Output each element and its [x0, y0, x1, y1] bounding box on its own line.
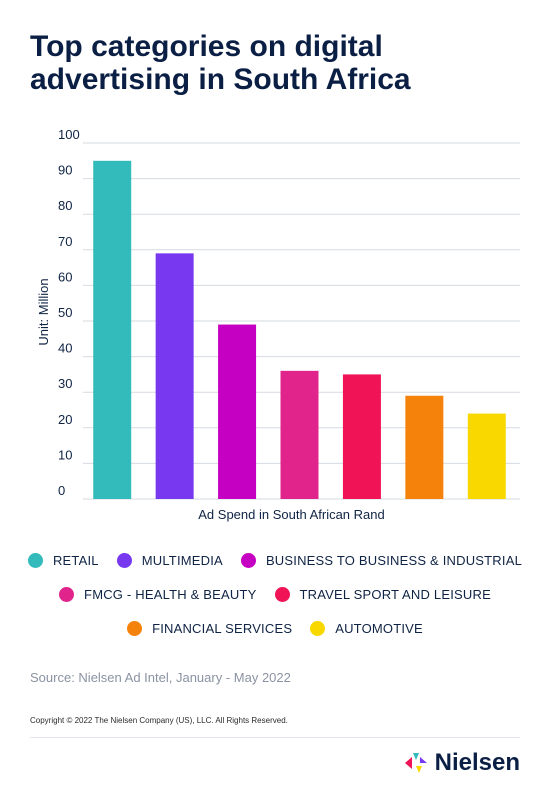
y-axis-label: Unit: Million: [36, 278, 51, 345]
y-tick-label: 10: [58, 447, 72, 462]
logo-shard-left: [404, 757, 412, 769]
bar-travel-sport-and-leisure: [342, 374, 381, 499]
legend-label: FINANCIAL SERVICES: [152, 620, 293, 636]
y-tick-label: 80: [58, 198, 72, 213]
legend-swatch: [27, 552, 43, 568]
legend-item: BUSINESS TO BUSINESS & INDUSTRIAL: [240, 552, 523, 568]
y-tick-label: 0: [58, 483, 65, 498]
bar-financial-services: [405, 395, 444, 499]
legend-swatch: [127, 620, 143, 636]
source-note: Source: Nielsen Ad Intel, January - May …: [30, 670, 291, 685]
y-tick-label: 20: [58, 412, 72, 427]
legend-swatch: [310, 620, 326, 636]
logo-shard-top: [412, 753, 419, 760]
legend-item: FMCG - HEALTH & BEAUTY: [59, 586, 257, 602]
legend-swatch: [116, 552, 132, 568]
bar-automotive: [467, 413, 506, 499]
chart-title: Top categories on digital advertising in…: [30, 30, 411, 96]
legend-label: AUTOMOTIVE: [335, 620, 423, 636]
copyright-note: Copyright © 2022 The Nielsen Company (US…: [30, 716, 288, 725]
legend-item: RETAIL: [27, 552, 99, 568]
bar-retail: [93, 160, 132, 500]
legend-item: TRAVEL SPORT AND LEISURE: [274, 586, 491, 602]
y-tick-label: 90: [58, 163, 72, 178]
legend-item: MULTIMEDIA: [116, 552, 223, 568]
logo-shard-bottom: [415, 766, 422, 773]
footer-divider: [30, 737, 520, 738]
y-tick-label: 100: [58, 127, 80, 142]
chart-legend: RETAIL MULTIMEDIA BUSINESS TO BUSINESS & I…: [0, 548, 550, 650]
legend-swatch: [240, 552, 256, 568]
logo-shard-right: [419, 757, 427, 763]
legend-label: RETAIL: [52, 552, 99, 568]
legend-label: TRAVEL SPORT AND LEISURE: [299, 586, 491, 602]
y-tick-label: 50: [58, 305, 72, 320]
y-tick-label: 70: [58, 234, 72, 249]
legend-row: FINANCIAL SERVICES AUTOMOTIVE: [0, 616, 550, 640]
bar-chart: 0 10 20 30 40 50 60 70 80 90 100 Ad Spend in South …: [36, 127, 520, 522]
legend-item: AUTOMOTIVE: [310, 620, 423, 636]
bar-business-to-business-industrial: [218, 324, 257, 499]
brand-logo: Nielsen: [403, 750, 520, 776]
legend-swatch: [59, 586, 75, 602]
bar-multimedia: [155, 253, 194, 499]
legend-label: FMCG - HEALTH & BEAUTY: [84, 586, 257, 602]
legend-row: FMCG - HEALTH & BEAUTY TRAVEL SPORT AND L…: [0, 582, 550, 606]
brand-name: Nielsen: [434, 749, 520, 776]
y-tick-label: 30: [58, 376, 72, 391]
bar-fmcg-health-beauty: [280, 370, 319, 499]
legend-swatch: [274, 586, 290, 602]
legend-row: RETAIL MULTIMEDIA BUSINESS TO BUSINESS & I…: [0, 548, 550, 572]
y-tick-label: 60: [58, 269, 72, 284]
legend-label: MULTIMEDIA: [141, 552, 223, 568]
legend-label: BUSINESS TO BUSINESS & INDUSTRIAL: [265, 552, 523, 568]
y-tick-label: 40: [58, 341, 72, 356]
nielsen-logo-icon: [404, 753, 427, 773]
legend-item: FINANCIAL SERVICES: [127, 620, 293, 636]
x-axis-label: Ad Spend in South African Rand: [198, 507, 384, 522]
